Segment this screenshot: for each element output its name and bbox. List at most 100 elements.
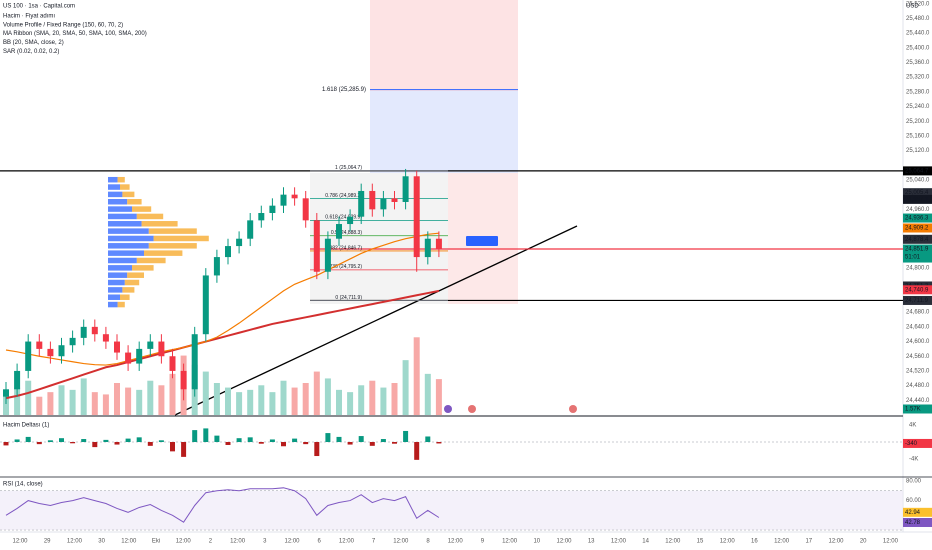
volume-bar — [47, 392, 54, 415]
volume-bar — [80, 378, 87, 415]
y-tick-label: 25,120.0 — [906, 148, 930, 154]
candle-body — [313, 220, 320, 272]
x-tick-label: 10 — [533, 539, 540, 545]
delta-bar — [336, 436, 342, 443]
volume-bar — [380, 387, 387, 415]
profile-bar-up — [108, 287, 123, 293]
delta-bar — [303, 442, 309, 445]
volume-bar — [202, 371, 209, 415]
y-tick-label: 24,680.0 — [906, 310, 930, 316]
fib-zone — [310, 173, 448, 304]
profile-bar-down — [153, 235, 209, 242]
symbol-title: US 100 · 1sa · Capital.com — [3, 4, 75, 10]
x-tick-label: 12:00 — [611, 539, 627, 545]
candle-body — [25, 341, 32, 371]
fib-level-label: 0.5 (24,888.3) — [331, 230, 362, 236]
profile-bar-up — [108, 176, 118, 183]
x-tick-label: 12:00 — [502, 539, 518, 545]
moving-average — [5, 289, 440, 400]
profile-bar-down — [120, 184, 130, 190]
price-badge — [903, 295, 932, 305]
y-tick-label: 25,360.0 — [906, 60, 930, 66]
volume-bar — [136, 389, 143, 415]
x-tick-label: 12:00 — [556, 539, 572, 545]
candle-body — [324, 238, 331, 272]
candle-body — [180, 370, 187, 390]
x-tick-label: 12:00 — [339, 539, 355, 545]
x-tick-label: 3 — [263, 539, 267, 545]
candle-body — [213, 257, 220, 276]
target-zone — [370, 0, 518, 91]
delta-bar — [258, 442, 264, 444]
delta-bar — [3, 442, 9, 446]
fib-level-label: 0.382 (24,846.7) — [325, 245, 362, 251]
delta-bar — [203, 428, 209, 443]
x-tick-label: 30 — [98, 539, 105, 545]
x-tick-label: 2 — [209, 539, 213, 545]
x-tick-label: 12:00 — [774, 539, 790, 545]
profile-bar-down — [132, 206, 152, 212]
x-tick-label: 12:00 — [828, 539, 844, 545]
candle-body — [14, 370, 21, 390]
price-badge — [903, 438, 932, 448]
candle-body — [125, 352, 132, 364]
x-tick-label: 12:00 — [121, 539, 137, 545]
x-tick-label: 12:00 — [176, 539, 192, 545]
delta-bar — [47, 440, 53, 443]
volume-bar — [347, 392, 354, 415]
indicator-legend: Volume Profile / Fixed Range (150, 60, 7… — [3, 22, 123, 28]
price-badge-label: 25,064.7 — [905, 168, 929, 174]
trendline — [174, 225, 578, 416]
profile-bar-up — [108, 250, 144, 256]
volume-bar — [102, 394, 109, 415]
candle-body — [336, 224, 342, 239]
price-badge — [903, 285, 932, 295]
volume-bar — [435, 379, 442, 415]
entry-label — [466, 236, 498, 246]
y-tick-label: 25,480.0 — [906, 16, 930, 22]
y-tick-label: 25,320.0 — [906, 75, 930, 81]
profile-bar-up — [108, 213, 137, 220]
delta-bar — [347, 442, 353, 445]
candle-body — [269, 205, 276, 214]
volume-bar — [402, 360, 409, 415]
price-badge — [903, 166, 932, 176]
volume-bar — [369, 380, 376, 415]
delta-bar — [236, 438, 242, 443]
y-tick-label: 24,560.0 — [906, 354, 930, 360]
candle-body — [3, 389, 9, 397]
volume-bar — [358, 385, 365, 415]
candle-body — [114, 341, 120, 353]
delta-bar — [81, 439, 87, 443]
price-badge — [903, 234, 932, 244]
fib-level-label: 0.236 (24,795.2) — [325, 264, 362, 270]
price-badge-label: 42.94 — [905, 510, 921, 516]
fib-level-label: 1 (25,064.7) — [335, 165, 362, 171]
event-icon — [468, 405, 476, 413]
y-tick-label: -4K — [909, 457, 918, 463]
price-badge — [903, 507, 932, 517]
candle-body — [391, 198, 398, 202]
y-tick-label: 25,200.0 — [906, 119, 930, 125]
candle-body — [169, 356, 176, 371]
x-tick-label: 14 — [642, 539, 649, 545]
volume-bar — [114, 383, 120, 415]
volume-bar — [236, 392, 243, 415]
profile-bar-down — [117, 301, 125, 308]
profile-bar-up — [108, 265, 132, 271]
profile-bar-down — [127, 198, 142, 205]
profile-bar-down — [127, 272, 144, 278]
delta-bar — [392, 442, 397, 444]
profile-bar-down — [144, 250, 183, 256]
x-tick-label: 13 — [588, 539, 595, 545]
y-tick-label: 60.00 — [906, 498, 922, 504]
profile-bar-down — [148, 243, 197, 249]
volume-bar — [14, 387, 21, 415]
price-badge — [903, 404, 932, 414]
pane-title: Hacim Deltası (1) — [3, 423, 49, 429]
profile-bar-down — [132, 265, 154, 271]
profile-bar-up — [108, 243, 149, 249]
delta-bar — [214, 435, 220, 443]
profile-bar-up — [108, 279, 125, 286]
